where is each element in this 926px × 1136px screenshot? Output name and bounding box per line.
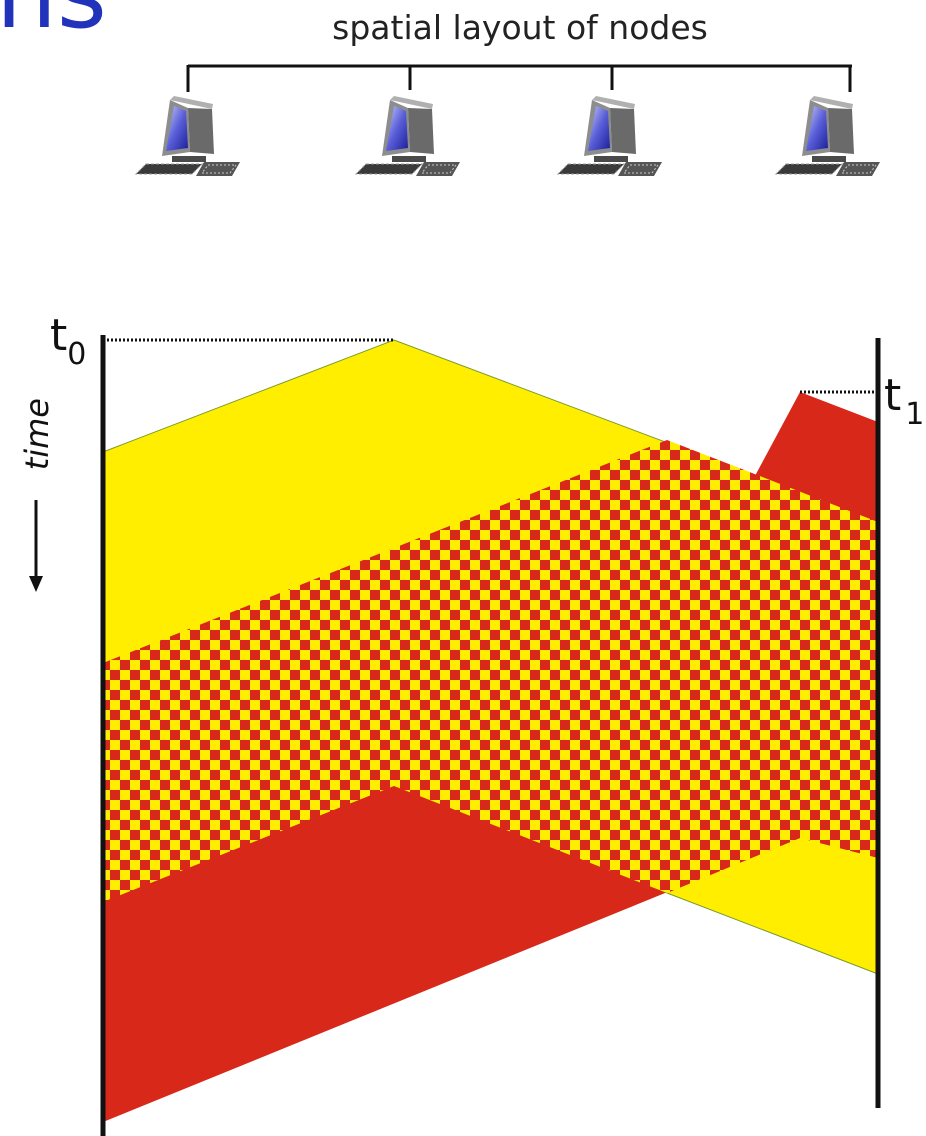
computer-node-3-icon (557, 95, 663, 177)
computer-node-4-icon (775, 95, 881, 177)
slide-title-fragment: ns (0, 0, 107, 42)
signal-overlap-region (103, 440, 878, 902)
computer-node-2-icon (355, 95, 461, 177)
network-bus (186, 64, 852, 92)
t0-label: t0 (50, 310, 86, 372)
time-arrow (29, 500, 43, 592)
time-axis-label: time (18, 398, 56, 470)
computer-node-1-icon (135, 95, 241, 177)
layout-caption: spatial layout of nodes (332, 8, 708, 47)
